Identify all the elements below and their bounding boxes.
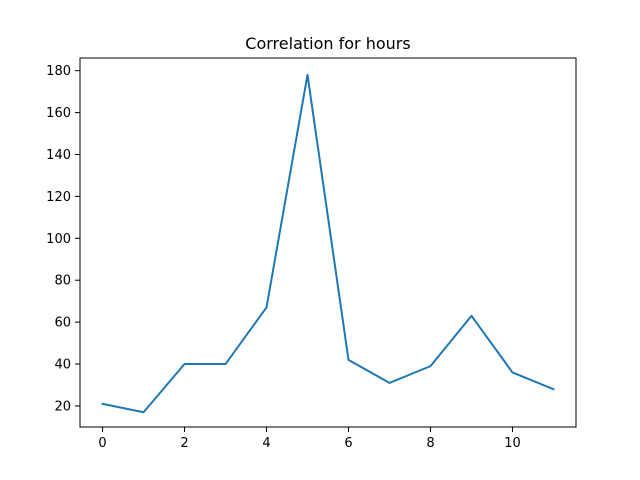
y-tick-label: 40 [54, 358, 71, 373]
series-line-0 [101, 73, 555, 414]
x-tick-label: 8 [426, 436, 434, 451]
y-tick-label: 60 [54, 316, 71, 331]
x-tick-label: 6 [344, 436, 352, 451]
plot-area: 0 2 4 6 8 10 20 40 60 80 100 120 140 160 180 [46, 57, 577, 451]
x-tick-label: 0 [98, 436, 106, 451]
y-tick-label: 100 [46, 232, 71, 247]
x-tick-label: 2 [180, 436, 188, 451]
y-tick-label: 140 [46, 148, 71, 163]
y-tick-label: 120 [46, 190, 71, 205]
x-tick-label: 4 [262, 436, 270, 451]
chart-title: Correlation for hours [245, 34, 410, 53]
x-tick-label: 10 [504, 436, 521, 451]
y-tick-label: 180 [46, 64, 71, 79]
y-tick-label: 20 [54, 399, 71, 414]
y-tick-label: 80 [54, 274, 71, 289]
y-tick-label: 160 [46, 106, 71, 121]
axes-frame [79, 57, 577, 428]
